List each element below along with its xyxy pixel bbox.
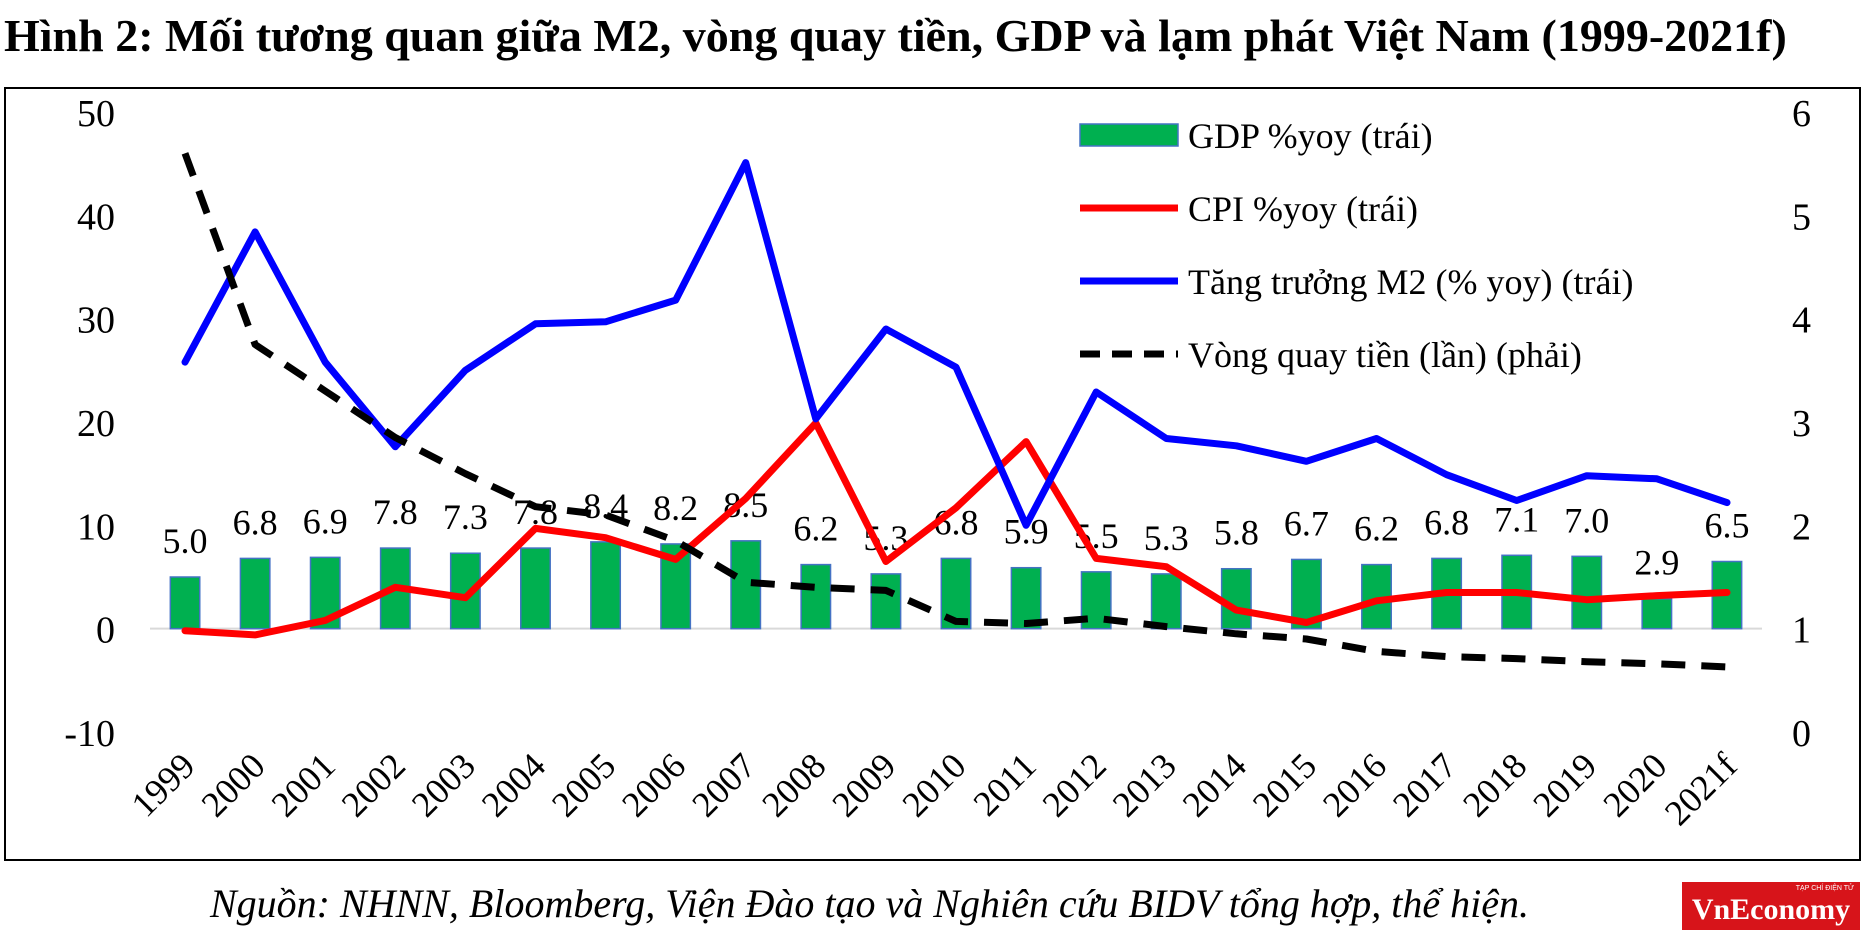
right-axis-tick: 4 <box>1792 300 1811 342</box>
right-axis-tick: 5 <box>1792 196 1811 238</box>
x-axis-tick: 2001 <box>264 745 343 824</box>
gdp-data-label: 6.5 <box>1704 506 1749 546</box>
logo-tagline: TẠP CHÍ ĐIỆN TỬ <box>1795 885 1854 892</box>
gdp-data-label: 6.8 <box>233 502 278 542</box>
legend-label: CPI %yoy (trái) <box>1188 189 1418 229</box>
x-axis-tick: 2015 <box>1245 745 1324 824</box>
gdp-bar <box>1571 555 1603 630</box>
x-axis-tick: 2018 <box>1455 745 1534 824</box>
logo-name: VnEconomy <box>1691 893 1851 926</box>
gdp-bars <box>169 540 1743 630</box>
left-axis-tick: 30 <box>77 300 115 342</box>
x-axis-tick: 2012 <box>1035 745 1114 824</box>
series-line <box>181 419 1731 639</box>
gdp-data-label: 8.5 <box>723 485 768 525</box>
x-axis-tick: 2021f <box>1657 745 1745 833</box>
right-axis-tick: 6 <box>1792 93 1811 135</box>
gdp-bar <box>1220 567 1252 630</box>
x-axis-tick: 2003 <box>404 745 483 824</box>
x-axis-tick: 2005 <box>544 745 623 824</box>
x-axis-tick: 2009 <box>824 745 903 824</box>
right-axis-tick: 3 <box>1792 403 1811 445</box>
series-line <box>181 159 1731 529</box>
x-axis-tick: 2013 <box>1105 745 1184 824</box>
gdp-data-label: 6.9 <box>303 501 348 541</box>
gdp-data-label: 5.8 <box>1214 513 1259 553</box>
x-axis-tick: 2006 <box>614 745 693 824</box>
gdp-data-label: 7.1 <box>1494 499 1539 539</box>
right-axis-tick: 0 <box>1792 713 1811 755</box>
left-axis-tick: 40 <box>77 196 115 238</box>
x-axis-tick: 2007 <box>684 745 763 824</box>
gdp-data-label: 7.3 <box>443 497 488 537</box>
chart-title: Hình 2: Mối tương quan giữa M2, vòng qua… <box>4 10 1787 61</box>
gdp-data-label: 6.7 <box>1284 503 1329 543</box>
left-axis-tick: -10 <box>64 713 115 755</box>
right-axis-tick: 2 <box>1792 506 1811 548</box>
x-axis-tick: 2004 <box>474 745 553 824</box>
gdp-bar <box>800 563 832 630</box>
vneconomy-logo: TẠP CHÍ ĐIỆN TỬ VnEconomy <box>1682 882 1860 930</box>
x-axis-tick: 2010 <box>894 745 973 824</box>
x-axis-tick: 2017 <box>1385 745 1464 824</box>
gdp-bar <box>169 576 201 630</box>
gdp-data-label: 8.2 <box>653 488 698 528</box>
legend-label: Vòng quay tiền (lần) (phải) <box>1188 335 1582 375</box>
x-axis-tick: 1999 <box>124 745 203 824</box>
x-axis-tick: 2014 <box>1175 745 1254 824</box>
line-series <box>181 152 1731 671</box>
x-axis-tick: 2008 <box>754 745 833 824</box>
gdp-bar <box>239 557 271 630</box>
right-axis: 0 1 2 3 4 5 6 <box>1792 93 1811 755</box>
gdp-bar <box>1150 573 1182 630</box>
gdp-bar <box>1641 597 1673 630</box>
gdp-bar <box>590 541 622 630</box>
gdp-data-label: 2.9 <box>1634 543 1679 583</box>
left-axis-tick: 20 <box>77 403 115 445</box>
gdp-bar <box>1010 566 1042 630</box>
gdp-data-label: 6.2 <box>793 509 838 549</box>
x-axis-tick: 2000 <box>194 745 273 824</box>
gdp-bar <box>870 573 902 630</box>
gdp-data-label: 7.8 <box>373 492 418 532</box>
legend-swatch <box>1079 123 1179 147</box>
gdp-bar-labels: 5.0 6.8 6.9 7.8 7.3 7.8 8.4 8.2 8.56.2 5.3 6.8 5.9 5… <box>163 485 1750 583</box>
source-note: Nguồn: NHNN, Bloomberg, Viện Đào tạo và … <box>210 881 1529 926</box>
legend-label: GDP %yoy (trái) <box>1188 116 1433 156</box>
x-axis-tick: 2002 <box>334 745 413 824</box>
x-axis-tick: 2016 <box>1315 745 1394 824</box>
x-axis-tick: 2011 <box>965 745 1043 823</box>
legend-label: Tăng trưởng M2 (% yoy) (trái) <box>1188 262 1633 302</box>
gdp-data-label: 6.8 <box>1424 502 1469 542</box>
gdp-data-label: 6.2 <box>1354 509 1399 549</box>
chart-frame <box>4 87 1861 861</box>
left-axis-tick: 0 <box>96 610 115 652</box>
x-axis-tick: 2020 <box>1595 745 1674 824</box>
left-axis-tick: 10 <box>77 506 115 548</box>
x-axis-tick: 2019 <box>1525 745 1604 824</box>
chart-legend: GDP %yoy (trái) CPI %yoy (trái) Tăng trưởn… <box>1079 116 1633 375</box>
gdp-bar <box>520 547 551 630</box>
left-axis-tick: 50 <box>77 93 115 135</box>
right-axis-tick: 1 <box>1792 610 1811 652</box>
series-line <box>181 152 1728 671</box>
gdp-data-label: 5.0 <box>163 521 208 561</box>
left-axis: -10 0 10 20 30 40 50 <box>64 93 115 755</box>
gdp-data-label: 5.3 <box>1144 518 1189 558</box>
gdp-data-label: 7.0 <box>1564 500 1609 540</box>
